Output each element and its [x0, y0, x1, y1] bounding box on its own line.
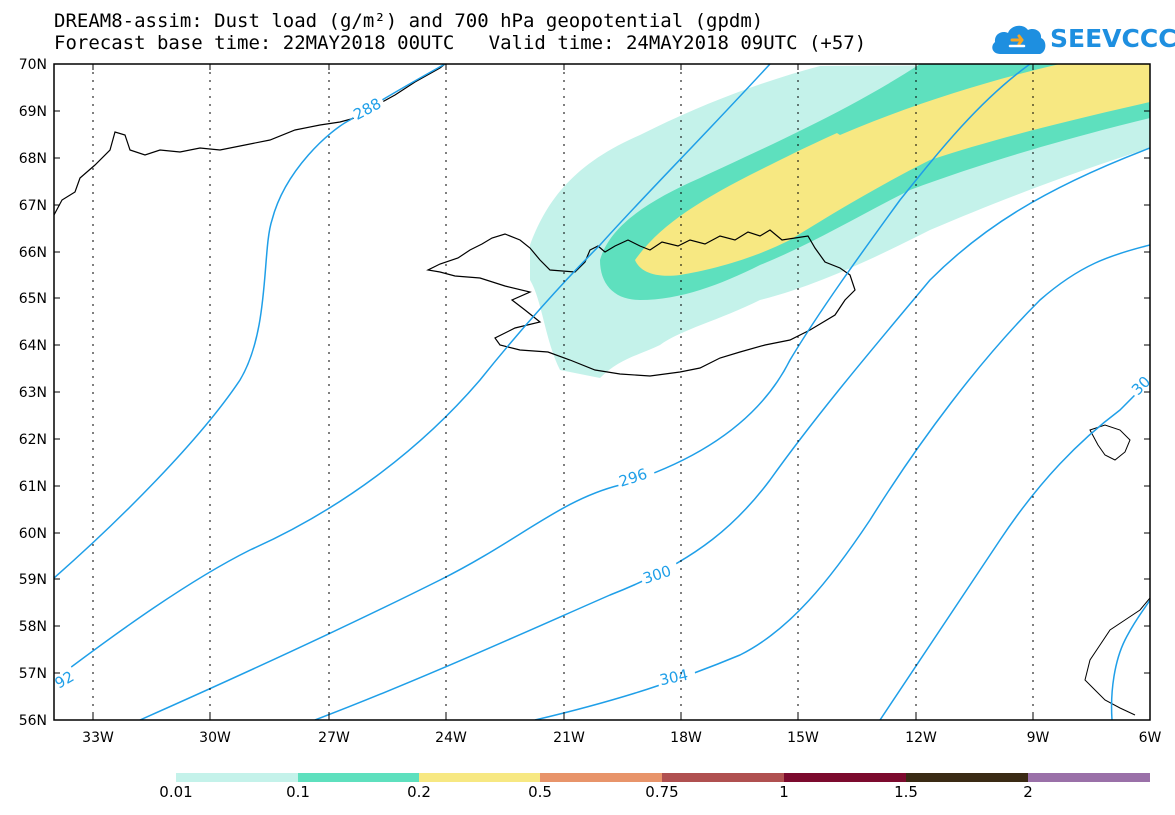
contour-300 — [314, 147, 1150, 720]
lat-label: 57N — [19, 666, 47, 682]
cloud-logo-icon — [992, 25, 1046, 54]
lat-label: 68N — [19, 151, 47, 167]
contour-label-304: 304 — [658, 666, 690, 690]
colorbar-seg-3 — [540, 773, 662, 782]
contour-label-92: 92 — [52, 667, 78, 692]
lon-label: 33W — [82, 730, 114, 746]
colorbar-label: 2 — [1023, 783, 1033, 801]
dust-band-0.1-inner — [820, 64, 1060, 135]
colorbar-seg-1 — [298, 773, 419, 782]
contour-label-296: 296 — [617, 465, 650, 491]
lon-label: 6W — [1139, 730, 1162, 746]
lat-label: 67N — [19, 198, 47, 214]
lon-label: 12W — [905, 730, 937, 746]
colorbar-label: 0.75 — [645, 783, 679, 801]
lon-label: 30W — [199, 730, 231, 746]
lat-label: 63N — [19, 385, 47, 401]
contour-308 — [879, 377, 1150, 720]
colorbar-seg-2 — [419, 773, 540, 782]
contour-296 — [139, 64, 1031, 720]
faroe-islands — [1089, 424, 1131, 461]
lat-label: 59N — [19, 572, 47, 588]
lon-label: 27W — [318, 730, 350, 746]
lat-label: 61N — [19, 479, 47, 495]
lon-label: 21W — [553, 730, 585, 746]
colorbar-label: 0.5 — [528, 783, 552, 801]
colorbar-label: 1 — [779, 783, 789, 801]
lat-label: 62N — [19, 432, 47, 448]
colorbar-label: 1.5 — [894, 783, 918, 801]
lon-label: 24W — [435, 730, 467, 746]
colorbar-seg-5 — [784, 773, 906, 782]
iceland-coast — [426, 229, 856, 377]
lon-label: 9W — [1027, 730, 1050, 746]
lat-label: 70N — [19, 57, 47, 73]
contour-292 — [54, 64, 771, 681]
lat-label: 56N — [19, 713, 47, 729]
lon-label: 15W — [787, 730, 819, 746]
lat-label: 69N — [19, 104, 47, 120]
colorbar-label: 0.1 — [286, 783, 310, 801]
colorbar-label: 0.2 — [407, 783, 431, 801]
logo-text: SEEVCCC — [1050, 24, 1175, 53]
lat-label: 66N — [19, 245, 47, 261]
map-title: DREAM8-assim: Dust load (g/m²) and 700 h… — [54, 10, 764, 32]
map-subtitle: Forecast base time: 22MAY2018 00UTC Vali… — [54, 32, 867, 54]
greenland-coast — [54, 64, 446, 216]
lat-label: 60N — [19, 526, 47, 542]
contour-label-300: 300 — [641, 562, 674, 588]
lat-label: 58N — [19, 619, 47, 635]
lat-label: 65N — [19, 291, 47, 307]
lon-label: 18W — [670, 730, 702, 746]
colorbar-seg-4 — [662, 773, 784, 782]
seevccc-logo: SEEVCCC — [990, 20, 1175, 60]
norway-coast — [1084, 597, 1150, 716]
contour-312 — [1110, 599, 1150, 720]
colorbar-label: 0.01 — [159, 783, 193, 801]
colorbar-seg-6 — [906, 773, 1028, 782]
colorbar-seg-0 — [176, 773, 298, 782]
dust-band-0.2 — [635, 64, 1150, 276]
lat-label: 64N — [19, 338, 47, 354]
colorbar-seg-7 — [1028, 773, 1150, 782]
